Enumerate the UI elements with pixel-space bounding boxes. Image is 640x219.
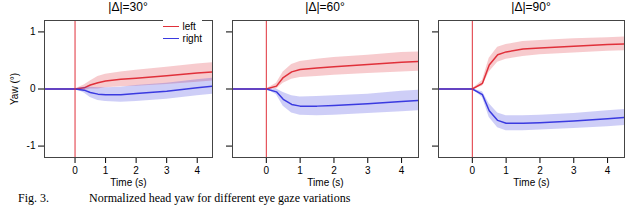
- svg-text:-1: -1: [27, 140, 36, 151]
- svg-text:1: 1: [503, 165, 509, 176]
- svg-text:4: 4: [194, 165, 200, 176]
- svg-text:1: 1: [103, 165, 109, 176]
- svg-text:Time (s): Time (s): [513, 177, 549, 188]
- svg-text:1: 1: [297, 165, 303, 176]
- svg-text:Time (s): Time (s): [110, 177, 146, 188]
- html-text:Normalized head yaw for differ: Normalized head yaw for different eye ga…: [89, 191, 351, 205]
- svg-text:Time (s): Time (s): [307, 177, 343, 188]
- html-text:|Δ|=90°: |Δ|=90°: [511, 0, 551, 14]
- svg-text:3: 3: [571, 165, 577, 176]
- html-text:Fig. 3.: Fig. 3.: [18, 191, 49, 205]
- svg-text:2: 2: [133, 165, 139, 176]
- html-text:|Δ|=30°: |Δ|=30°: [108, 0, 148, 14]
- svg-text:2: 2: [331, 165, 337, 176]
- svg-text:4: 4: [399, 165, 405, 176]
- html-text:right: right: [182, 32, 202, 44]
- svg-text:Yaw (°): Yaw (°): [9, 73, 20, 105]
- svg-text:3: 3: [164, 165, 170, 176]
- svg-text:0: 0: [470, 165, 476, 176]
- svg-text:0: 0: [264, 165, 270, 176]
- svg-text:0: 0: [30, 83, 36, 94]
- svg-text:2: 2: [537, 165, 543, 176]
- svg-text:3: 3: [365, 165, 371, 176]
- html-text:left: left: [182, 20, 196, 32]
- html-text:|Δ|=60°: |Δ|=60°: [305, 0, 345, 14]
- svg-text:4: 4: [605, 165, 611, 176]
- svg-text:1: 1: [30, 26, 36, 37]
- svg-text:0: 0: [72, 165, 78, 176]
